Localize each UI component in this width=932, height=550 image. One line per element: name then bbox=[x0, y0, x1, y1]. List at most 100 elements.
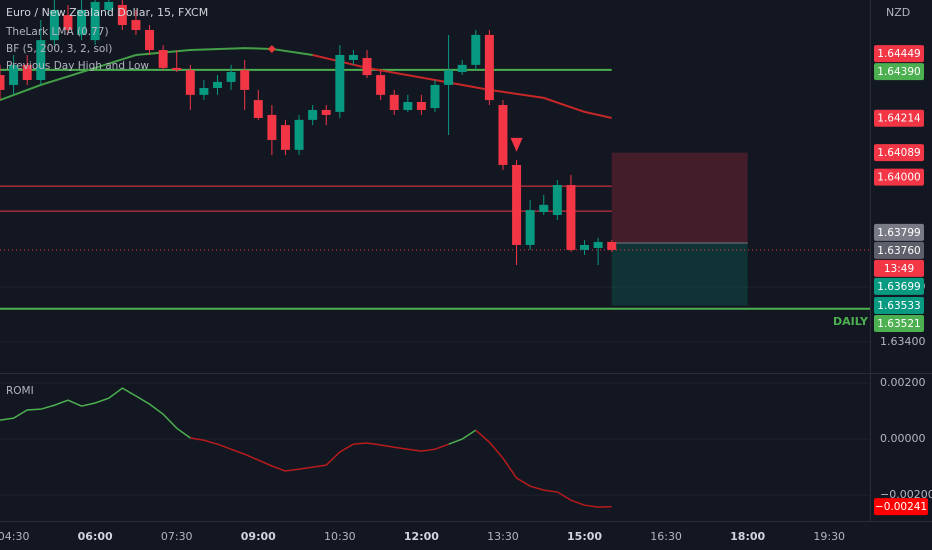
candle-body bbox=[403, 102, 413, 110]
x-tick-label: 16:30 bbox=[650, 530, 682, 543]
candle-body bbox=[376, 75, 386, 95]
price-pane bbox=[0, 0, 870, 310]
candle-body bbox=[90, 1, 100, 41]
candle-body bbox=[484, 34, 494, 101]
candle-body bbox=[172, 67, 182, 71]
price-label: 1.64214 bbox=[877, 113, 921, 125]
x-tick-label: 04:30 bbox=[0, 530, 29, 543]
price-label-box bbox=[874, 168, 924, 186]
candle-body bbox=[539, 204, 549, 212]
candle-body bbox=[430, 84, 440, 109]
romi-label-box bbox=[874, 498, 928, 516]
x-tick-label: 07:30 bbox=[161, 530, 193, 543]
chart-title: Euro / New Zealand Dollar, 15, FXCM bbox=[6, 6, 208, 19]
y-tick-label: −0.00200 bbox=[880, 488, 932, 501]
candle-body bbox=[213, 81, 222, 88]
candle-body bbox=[457, 64, 467, 73]
candle-body bbox=[77, 9, 87, 35]
indicator-label: BF (5, 200, 3, 2, sol) bbox=[6, 43, 112, 55]
grid bbox=[0, 286, 870, 496]
daily-label: DAILY bbox=[833, 315, 869, 328]
candle-body bbox=[525, 210, 535, 245]
candle-body bbox=[389, 94, 399, 110]
candle-body bbox=[253, 100, 263, 118]
candle-body bbox=[0, 75, 5, 90]
candle-body bbox=[267, 114, 277, 140]
countdown: 13:49 bbox=[884, 263, 914, 275]
candle-body bbox=[593, 241, 603, 248]
candle-body bbox=[9, 64, 19, 85]
candle-body bbox=[131, 20, 141, 30]
price-label-box bbox=[874, 63, 924, 81]
x-tick-label: 18:00 bbox=[730, 530, 765, 543]
romi-title: ROMI bbox=[6, 385, 34, 397]
price-label: 1.64089 bbox=[877, 147, 920, 159]
candle-body bbox=[552, 185, 562, 216]
candle-body bbox=[280, 125, 290, 150]
price-label: 1.64449 bbox=[877, 48, 920, 60]
candle-body bbox=[22, 64, 32, 81]
romi-line bbox=[475, 429, 612, 508]
candle-body bbox=[240, 70, 250, 90]
price-label-box bbox=[874, 277, 924, 295]
price-label-box bbox=[874, 109, 924, 127]
romi-line bbox=[190, 437, 449, 472]
x-tick-label: 19:30 bbox=[813, 530, 845, 543]
price-label-box bbox=[874, 314, 924, 332]
candle-body bbox=[185, 70, 195, 95]
y-tick-label: 1.63400 bbox=[880, 335, 926, 348]
price-label: 1.63699 bbox=[877, 281, 920, 293]
candle-body bbox=[362, 58, 372, 76]
x-tick-label: 13:30 bbox=[487, 530, 519, 543]
y-tick-label: 0.00000 bbox=[880, 432, 926, 445]
candle-body bbox=[308, 109, 318, 120]
candle-body bbox=[580, 244, 590, 250]
price-label-box bbox=[874, 144, 924, 162]
candle-body bbox=[294, 119, 304, 150]
candle-body bbox=[348, 54, 358, 60]
signal-marker bbox=[267, 44, 276, 53]
price-label: 1.63533 bbox=[877, 300, 920, 312]
candle-body bbox=[471, 34, 481, 65]
y-tick-label: 0.00200 bbox=[880, 376, 926, 389]
candle-body bbox=[226, 72, 236, 82]
stop-zone bbox=[611, 152, 748, 244]
romi-line bbox=[0, 387, 191, 439]
candle-body bbox=[36, 40, 46, 81]
candle-body bbox=[335, 54, 345, 112]
indicator-label: TheLark LMA (0.77) bbox=[5, 26, 109, 38]
candle-body bbox=[63, 15, 73, 30]
candle-body bbox=[416, 102, 426, 110]
indicator-label: Previous Day High and Low bbox=[6, 60, 149, 72]
x-tick-label: 06:00 bbox=[78, 530, 113, 543]
target-zone bbox=[611, 243, 748, 306]
x-tick-label: 12:00 bbox=[404, 530, 439, 543]
candle-body bbox=[444, 70, 454, 85]
price-label-box bbox=[874, 45, 924, 63]
candle-body bbox=[321, 109, 331, 115]
x-tick-label: 15:00 bbox=[567, 530, 602, 543]
romi-line bbox=[448, 429, 477, 445]
price-label: 1.63760 bbox=[877, 245, 920, 257]
currency-label: NZD bbox=[886, 6, 910, 19]
candle-body bbox=[49, 9, 59, 41]
candle-body bbox=[104, 1, 114, 10]
price-label: 1.64000 bbox=[877, 172, 920, 184]
price-label: 1.64390 bbox=[877, 66, 920, 78]
x-tick-label: 09:00 bbox=[241, 530, 276, 543]
romi-label: −0.00241 bbox=[875, 501, 927, 513]
candle-body bbox=[158, 50, 168, 68]
candle-body bbox=[145, 29, 155, 51]
candle-body bbox=[566, 185, 576, 250]
price-label-box bbox=[874, 241, 924, 259]
candle-body bbox=[199, 87, 209, 95]
romi-pane bbox=[0, 387, 612, 508]
price-label: 1.63521 bbox=[877, 318, 920, 330]
candle-body bbox=[607, 241, 617, 250]
countdown-box bbox=[874, 259, 924, 277]
x-tick-label: 10:30 bbox=[324, 530, 356, 543]
candle-body bbox=[512, 164, 522, 245]
